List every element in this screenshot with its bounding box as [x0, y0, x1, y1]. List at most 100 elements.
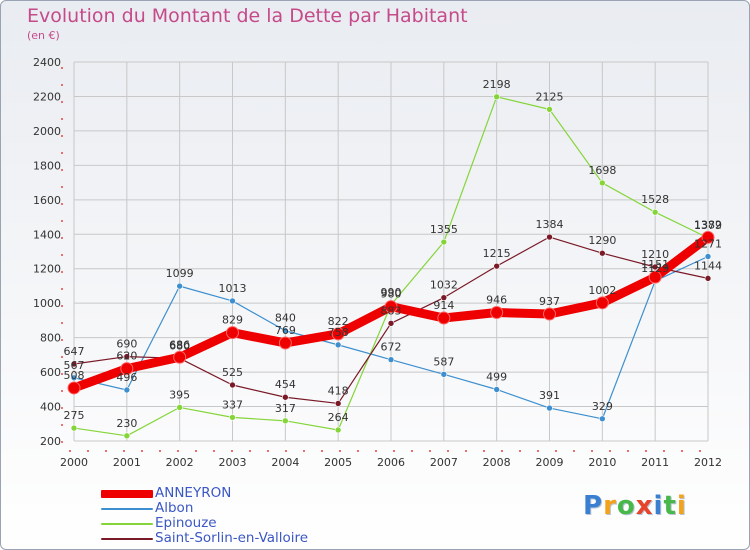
legend-item: ANNEYRON [101, 486, 361, 501]
data-point [123, 353, 131, 360]
data-label: 690 [116, 338, 137, 351]
data-point [599, 179, 606, 187]
legend: ANNEYRON Albon Epinouze Saint-Sorlin-en-Val… [101, 486, 361, 546]
data-point [387, 356, 395, 363]
legend-swatch [101, 490, 153, 498]
data-point [546, 106, 553, 113]
legend-swatch [101, 523, 153, 525]
proxiti-logo: Proxiti [583, 491, 687, 521]
data-point [490, 305, 504, 319]
data-label: 1384 [536, 218, 564, 231]
chart-unit: (en €) [27, 29, 60, 42]
data-label: 264 [328, 411, 349, 424]
data-label: 1528 [641, 193, 669, 206]
y-tick-label: 2200 [33, 90, 61, 103]
data-point [334, 426, 342, 434]
data-point [282, 417, 289, 425]
legend-label: Saint-Sorlin-en-Valloire [155, 530, 309, 546]
data-label: 525 [222, 366, 243, 379]
x-tick-label: 2007 [430, 456, 458, 469]
data-point [67, 381, 81, 395]
data-point [648, 270, 662, 284]
x-tick-label: 2011 [641, 456, 669, 469]
data-point [278, 336, 292, 350]
data-label: 758 [328, 326, 349, 339]
x-tick-label: 2004 [271, 456, 299, 469]
data-point [384, 300, 398, 314]
data-label: 840 [275, 312, 296, 325]
data-label: 883 [381, 304, 402, 317]
y-tick-label: 1400 [33, 228, 61, 241]
x-tick-label: 2009 [536, 456, 564, 469]
x-tick-label: 2003 [219, 456, 247, 469]
data-label: 946 [486, 293, 507, 306]
data-label: 317 [275, 402, 296, 415]
data-point [120, 362, 134, 376]
data-point [70, 424, 78, 432]
data-label: 1379 [694, 219, 722, 232]
data-point [440, 294, 448, 301]
x-tick-label: 2008 [483, 456, 511, 469]
data-point [229, 297, 236, 305]
data-label: 499 [486, 370, 507, 383]
data-point [282, 393, 289, 401]
data-label: 1099 [166, 267, 194, 280]
legend-swatch [101, 508, 153, 510]
data-point [70, 374, 78, 382]
data-label: 647 [64, 345, 85, 358]
data-label: 2198 [483, 78, 511, 91]
data-label: 567 [64, 359, 85, 372]
data-point [229, 381, 236, 389]
data-label: 686 [169, 338, 190, 351]
data-point [704, 275, 712, 282]
data-label: 1129 [641, 262, 669, 275]
x-tick-label: 2002 [166, 456, 194, 469]
y-tick-label: 2400 [33, 56, 61, 69]
data-label: 418 [328, 384, 349, 397]
data-label: 1271 [694, 237, 722, 250]
data-point [229, 414, 236, 421]
data-point [282, 327, 289, 335]
data-label: 496 [116, 371, 137, 384]
y-tick-label: 1200 [33, 263, 61, 276]
data-label: 275 [64, 409, 85, 422]
y-tick-label: 1000 [33, 297, 61, 310]
data-point [331, 327, 345, 341]
data-label: 680 [169, 339, 190, 352]
data-label: 1355 [430, 223, 458, 236]
y-tick-label: 1800 [33, 159, 61, 172]
data-label: 454 [275, 378, 296, 391]
data-point [701, 230, 715, 244]
data-point [651, 208, 659, 216]
data-label: 508 [64, 369, 85, 382]
legend-label: Albon [155, 500, 194, 516]
data-label: 1698 [588, 164, 616, 177]
data-label: 620 [116, 350, 137, 363]
data-point [493, 262, 500, 270]
data-point [123, 386, 131, 394]
legend-swatch [101, 538, 153, 540]
data-point [387, 320, 395, 327]
x-tick-label: 2001 [113, 456, 141, 469]
data-point [123, 432, 131, 440]
legend-label: Epinouze [155, 515, 217, 531]
legend-item: Saint-Sorlin-en-Valloire [101, 531, 361, 546]
y-tick-label: 400 [40, 401, 61, 414]
legend-item: Albon [101, 501, 361, 516]
y-tick-label: 800 [40, 332, 61, 345]
data-point [70, 360, 78, 368]
data-label: 914 [433, 299, 454, 312]
data-point [546, 233, 553, 241]
data-point [546, 404, 553, 412]
data-label: 990 [381, 286, 402, 299]
data-label: 1032 [430, 279, 458, 292]
legend-item: Epinouze [101, 516, 361, 531]
data-point [493, 93, 500, 101]
y-tick-label: 600 [40, 366, 61, 379]
y-tick-label: 2000 [33, 125, 61, 138]
data-label: 587 [433, 355, 454, 368]
data-label: 1144 [694, 259, 722, 272]
x-tick-label: 2012 [694, 456, 722, 469]
data-label: 337 [222, 398, 243, 411]
